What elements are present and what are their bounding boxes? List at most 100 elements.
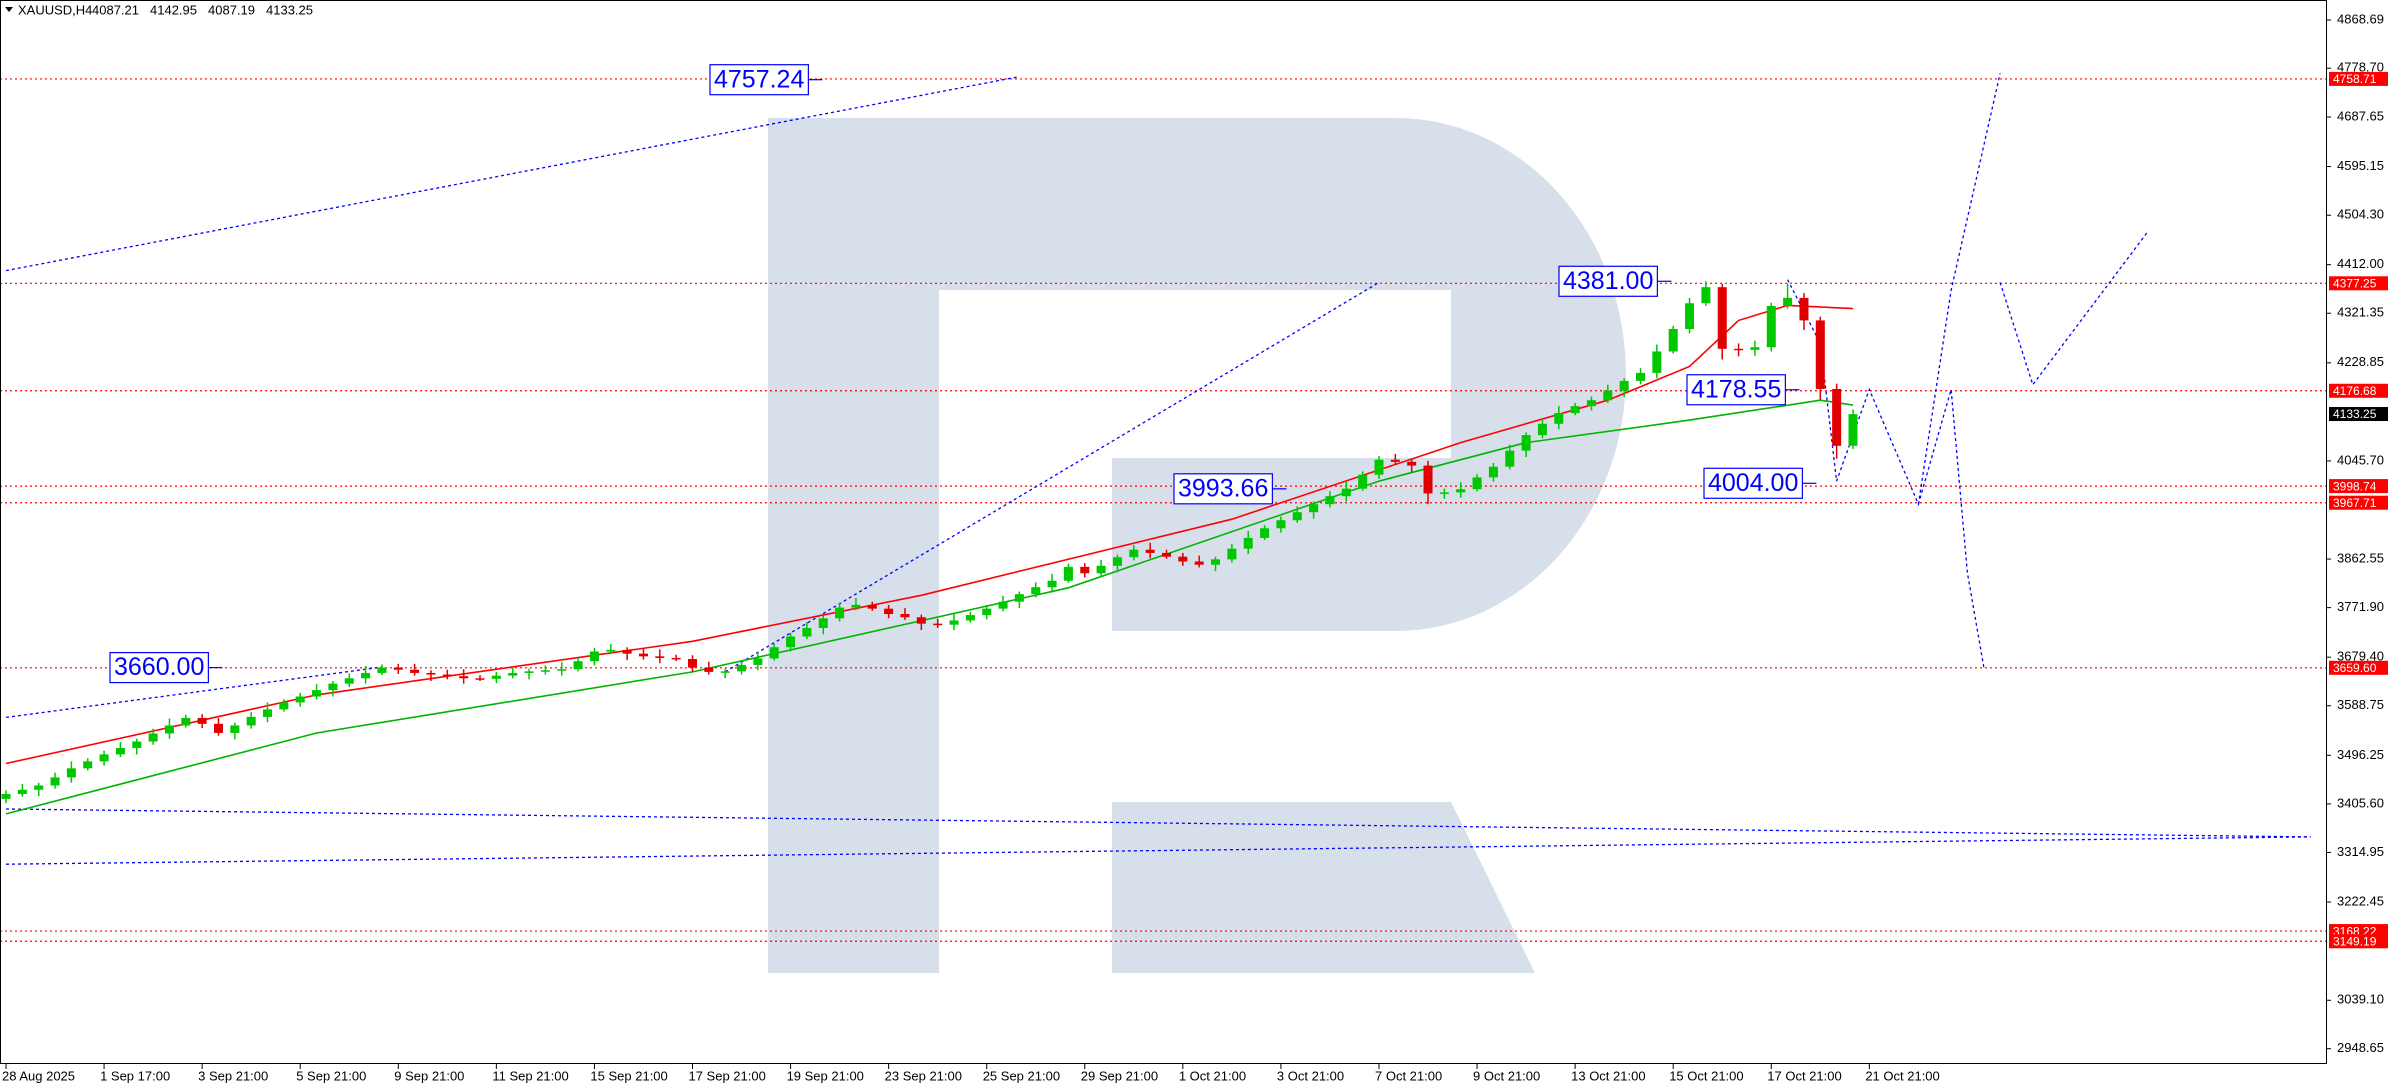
candle-body bbox=[851, 604, 861, 608]
candle-body bbox=[17, 789, 27, 795]
price-box-label: 4133.25 bbox=[2333, 407, 2377, 421]
header-value: 4087.21 bbox=[92, 2, 139, 17]
y-tick-label: 4045.70 bbox=[2337, 452, 2384, 467]
moving-average bbox=[5, 304, 1854, 765]
candle-body bbox=[622, 649, 632, 654]
candle-body bbox=[50, 777, 60, 786]
x-tick-label: 15 Sep 21:00 bbox=[590, 1068, 667, 1083]
candle-body bbox=[1488, 466, 1498, 478]
candle-body bbox=[573, 661, 583, 670]
annotation-label: 3993.66 bbox=[1178, 474, 1268, 502]
candle-body bbox=[687, 659, 697, 668]
y-tick-label: 4228.85 bbox=[2337, 354, 2384, 369]
price-box-label: 3998.74 bbox=[2333, 479, 2377, 493]
candle-body bbox=[1603, 390, 1613, 401]
header-value: 4142.95 bbox=[150, 2, 197, 17]
candle-body bbox=[1586, 400, 1596, 407]
annotation-label: 3660.00 bbox=[114, 653, 204, 681]
price-box-label: 3967.71 bbox=[2333, 496, 2377, 510]
candle-body bbox=[786, 636, 796, 648]
y-tick-label: 4504.30 bbox=[2337, 207, 2384, 222]
candle-body bbox=[1112, 557, 1122, 566]
candle-body bbox=[164, 725, 174, 734]
y-tick-label: 3405.60 bbox=[2337, 795, 2384, 810]
price-box-label: 3149.19 bbox=[2333, 934, 2377, 948]
candle-body bbox=[1211, 559, 1221, 565]
y-tick-label: 4868.69 bbox=[2337, 11, 2384, 26]
candle-body bbox=[361, 672, 371, 679]
candle-body bbox=[982, 608, 992, 616]
candle-body bbox=[377, 667, 387, 673]
candle-body bbox=[1439, 492, 1449, 494]
candle-body bbox=[900, 614, 910, 618]
candle-body bbox=[606, 649, 616, 652]
candle-body bbox=[1652, 351, 1662, 373]
y-tick-label: 4412.00 bbox=[2337, 256, 2384, 271]
header-value: 4133.25 bbox=[266, 2, 313, 17]
symbol-label: XAUUSD,H4 bbox=[18, 2, 92, 17]
candle-body bbox=[720, 671, 730, 673]
y-tick-label: 4687.65 bbox=[2337, 108, 2384, 123]
candle-body bbox=[1194, 561, 1204, 565]
price-box bbox=[2329, 71, 2388, 86]
candle-body bbox=[475, 678, 485, 680]
candle-body bbox=[1178, 556, 1188, 562]
candle-body bbox=[1129, 549, 1139, 558]
candle-body bbox=[1456, 489, 1466, 493]
price-box bbox=[2329, 934, 2388, 949]
candle-body bbox=[884, 608, 894, 615]
candle-body bbox=[393, 667, 403, 670]
candle-body bbox=[410, 669, 420, 673]
x-tick-label: 11 Sep 21:00 bbox=[492, 1068, 568, 1083]
x-tick-label: 1 Sep 17:00 bbox=[100, 1068, 170, 1083]
candle-body bbox=[508, 672, 518, 676]
candle-body bbox=[1031, 587, 1041, 595]
candle-body bbox=[802, 627, 812, 637]
price-box bbox=[2329, 407, 2388, 422]
candle-body bbox=[1505, 450, 1515, 467]
candle-body bbox=[263, 709, 273, 717]
candle-body bbox=[1374, 459, 1384, 475]
x-tick-label: 15 Oct 21:00 bbox=[1669, 1068, 1743, 1083]
candle-body bbox=[1063, 566, 1073, 581]
candle-body bbox=[1570, 406, 1580, 414]
candle-body bbox=[1276, 520, 1286, 529]
candle-body bbox=[197, 717, 207, 724]
x-tick-label: 23 Sep 21:00 bbox=[885, 1068, 962, 1083]
candle-body bbox=[1145, 549, 1155, 553]
candle-body bbox=[312, 690, 322, 697]
trend-line bbox=[1999, 232, 2148, 387]
menu-triangle[interactable] bbox=[5, 7, 13, 12]
candle-body bbox=[524, 671, 534, 673]
annotation-label: 4757.24 bbox=[714, 65, 804, 93]
trend-line bbox=[1917, 389, 1985, 668]
x-tick-label: 21 Oct 21:00 bbox=[1865, 1068, 1939, 1083]
y-tick-label: 4321.35 bbox=[2337, 305, 2384, 320]
candle-body bbox=[949, 620, 959, 625]
trend-line bbox=[724, 281, 1380, 673]
y-tick-label: 3862.55 bbox=[2337, 551, 2384, 566]
candle-body bbox=[1472, 477, 1482, 490]
trend-line bbox=[5, 808, 2311, 838]
candle-body bbox=[1619, 380, 1629, 391]
candle-body bbox=[818, 618, 828, 628]
x-tick-label: 28 Aug 2025 bbox=[2, 1068, 75, 1083]
candle-body bbox=[1407, 461, 1417, 466]
y-tick-label: 4595.15 bbox=[2337, 158, 2384, 173]
candle-body bbox=[1227, 548, 1237, 560]
trend-line bbox=[5, 75, 1020, 272]
candle-body bbox=[491, 675, 501, 679]
x-tick-label: 25 Sep 21:00 bbox=[983, 1068, 1060, 1083]
candle-body bbox=[1161, 552, 1172, 557]
trend-line bbox=[5, 836, 2311, 865]
price-box bbox=[2329, 383, 2388, 398]
candle-body bbox=[1750, 347, 1760, 350]
y-tick-label: 3496.25 bbox=[2337, 747, 2384, 762]
candle-body bbox=[328, 683, 338, 691]
candle-body bbox=[115, 747, 125, 755]
candle-body bbox=[99, 754, 109, 762]
candle-body bbox=[1325, 496, 1335, 505]
candle-body bbox=[753, 658, 763, 665]
annotation-box bbox=[109, 651, 209, 684]
x-tick-label: 17 Oct 21:00 bbox=[1767, 1068, 1841, 1083]
